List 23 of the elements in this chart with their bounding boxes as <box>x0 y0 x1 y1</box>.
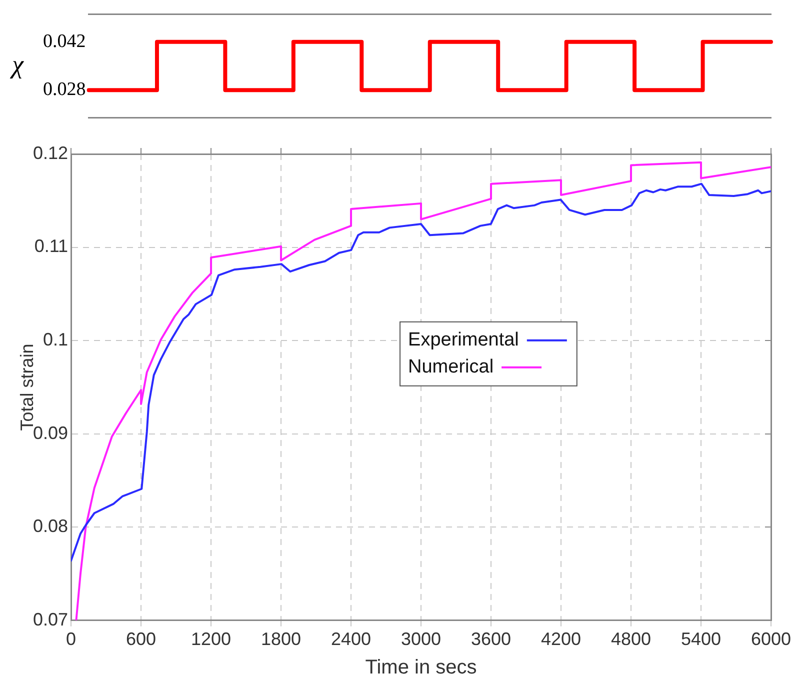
x-tick-label: 6000 <box>750 629 792 650</box>
y-tick-label: 0.09 <box>32 422 68 443</box>
x-tick-label: 600 <box>126 629 156 650</box>
x-tick-label: 4200 <box>540 629 582 650</box>
x-tick-label: 0 <box>66 629 76 650</box>
legend-label: Numerical <box>408 356 494 378</box>
y-tick-label: 0.042 <box>43 30 86 52</box>
x-tick-label: 3000 <box>400 629 442 650</box>
legend-label: Experimental <box>408 330 519 351</box>
x-tick-label: 1800 <box>261 629 302 650</box>
y-tick-label: 0.08 <box>32 516 68 536</box>
y-tick-label: 0.11 <box>34 236 68 256</box>
y-tick-label: 0.12 <box>32 142 68 163</box>
y-tick-label: 0.1 <box>43 330 68 350</box>
x-axis-title: Time in secs <box>365 656 477 679</box>
x-tick-label: 5400 <box>680 629 722 650</box>
y-axis-title: χ <box>9 50 24 79</box>
y-tick-label: 0.028 <box>43 79 86 100</box>
x-tick-label: 3600 <box>470 629 512 650</box>
y-tick-label: 0.07 <box>32 609 68 630</box>
x-tick-label: 1200 <box>191 629 232 650</box>
x-tick-label: 2400 <box>330 629 372 650</box>
x-tick-label: 4800 <box>610 629 652 650</box>
